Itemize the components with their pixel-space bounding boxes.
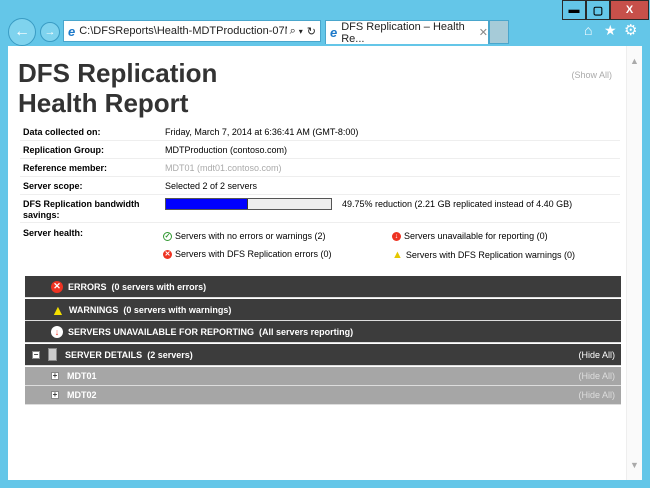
- field-bandwidth-savings: DFS Replication bandwidth savings: 49.75%…: [20, 195, 620, 223]
- down-arrow-icon: ↓: [392, 231, 401, 241]
- home-icon[interactable]: ⌂: [584, 22, 593, 38]
- warning-icon: ▲: [392, 249, 403, 261]
- health-warnings: ▲ Servers with DFS Replication warnings (…: [392, 249, 575, 261]
- ie-tab-icon: e: [330, 25, 338, 40]
- field-reference-member: Reference member: MDT01 (mdt01.contoso.co…: [20, 159, 620, 177]
- favorites-icon[interactable]: ★: [604, 22, 617, 38]
- health-errors: ✕ Servers with DFS Replication errors (0): [163, 249, 332, 259]
- savings-progress-bar: [165, 198, 332, 210]
- back-button[interactable]: ←: [8, 18, 36, 46]
- error-icon: ✕: [51, 280, 63, 293]
- address-text: C:\DFSReports\Health-MDTProduction-07M:: [79, 25, 287, 37]
- address-bar[interactable]: e C:\DFSReports\Health-MDTProduction-07M:…: [63, 20, 321, 42]
- server-row-mdt01[interactable]: + MDT01 (Hide All): [25, 367, 621, 386]
- health-ok: ✓ Servers with no errors or warnings (2): [163, 231, 326, 241]
- field-server-scope: Server scope: Selected 2 of 2 servers: [20, 177, 620, 195]
- close-tab-icon[interactable]: ✕: [478, 27, 488, 39]
- section-unavailable[interactable]: ↓ SERVERS UNAVAILABLE FOR REPORTING (All …: [25, 321, 621, 343]
- tab-title: DFS Replication – Health Re...: [341, 20, 465, 45]
- page-content: DFS Replication Health Report (Show All) …: [8, 46, 642, 480]
- close-button[interactable]: X: [610, 0, 649, 20]
- hide-all-link[interactable]: (Hide All): [578, 371, 615, 381]
- health-unavailable: ↓ Servers unavailable for reporting (0): [392, 231, 548, 241]
- minimize-button[interactable]: ▬: [562, 0, 586, 20]
- dropdown-icon[interactable]: ▾: [298, 26, 303, 36]
- check-icon: ✓: [163, 231, 172, 241]
- section-warnings[interactable]: ▲ WARNINGS (0 servers with warnings): [25, 299, 621, 321]
- hide-all-link[interactable]: (Hide All): [578, 349, 615, 360]
- forward-button[interactable]: →: [40, 22, 60, 42]
- field-replication-group: Replication Group: MDTProduction (contoso…: [20, 141, 620, 159]
- maximize-button[interactable]: ▢: [586, 0, 610, 20]
- search-icon[interactable]: ⌕: [289, 24, 296, 37]
- server-row-mdt02[interactable]: + MDT02 (Hide All): [25, 386, 621, 405]
- refresh-icon[interactable]: ↻: [306, 25, 316, 38]
- ie-page-icon: e: [68, 23, 76, 39]
- server-icon: [48, 348, 57, 361]
- vertical-scrollbar[interactable]: ▲ ▼: [626, 46, 642, 480]
- expand-icon[interactable]: +: [51, 371, 59, 380]
- collapse-icon[interactable]: −: [32, 349, 40, 359]
- scroll-down-icon[interactable]: ▼: [630, 460, 639, 470]
- new-tab-button[interactable]: [489, 20, 509, 44]
- tab-dfs-report[interactable]: e DFS Replication – Health Re... ✕: [325, 20, 489, 45]
- field-server-health: Server health:: [23, 228, 84, 238]
- scroll-up-icon[interactable]: ▲: [630, 56, 639, 66]
- error-icon: ✕: [163, 249, 172, 259]
- expand-icon[interactable]: +: [51, 390, 59, 399]
- warning-icon: ▲: [51, 301, 65, 318]
- section-errors[interactable]: ✕ ERRORS (0 servers with errors): [25, 276, 621, 298]
- settings-gear-icon[interactable]: ⚙: [624, 22, 638, 39]
- section-server-details[interactable]: − SERVER DETAILS (2 servers) (Hide All): [25, 344, 621, 366]
- down-arrow-icon: ↓: [51, 325, 63, 338]
- field-data-collected: Data collected on: Friday, March 7, 2014 …: [20, 123, 620, 141]
- page-title: DFS Replication Health Report: [18, 58, 218, 118]
- show-all-link[interactable]: (Show All): [571, 70, 612, 80]
- hide-all-link[interactable]: (Hide All): [578, 390, 615, 400]
